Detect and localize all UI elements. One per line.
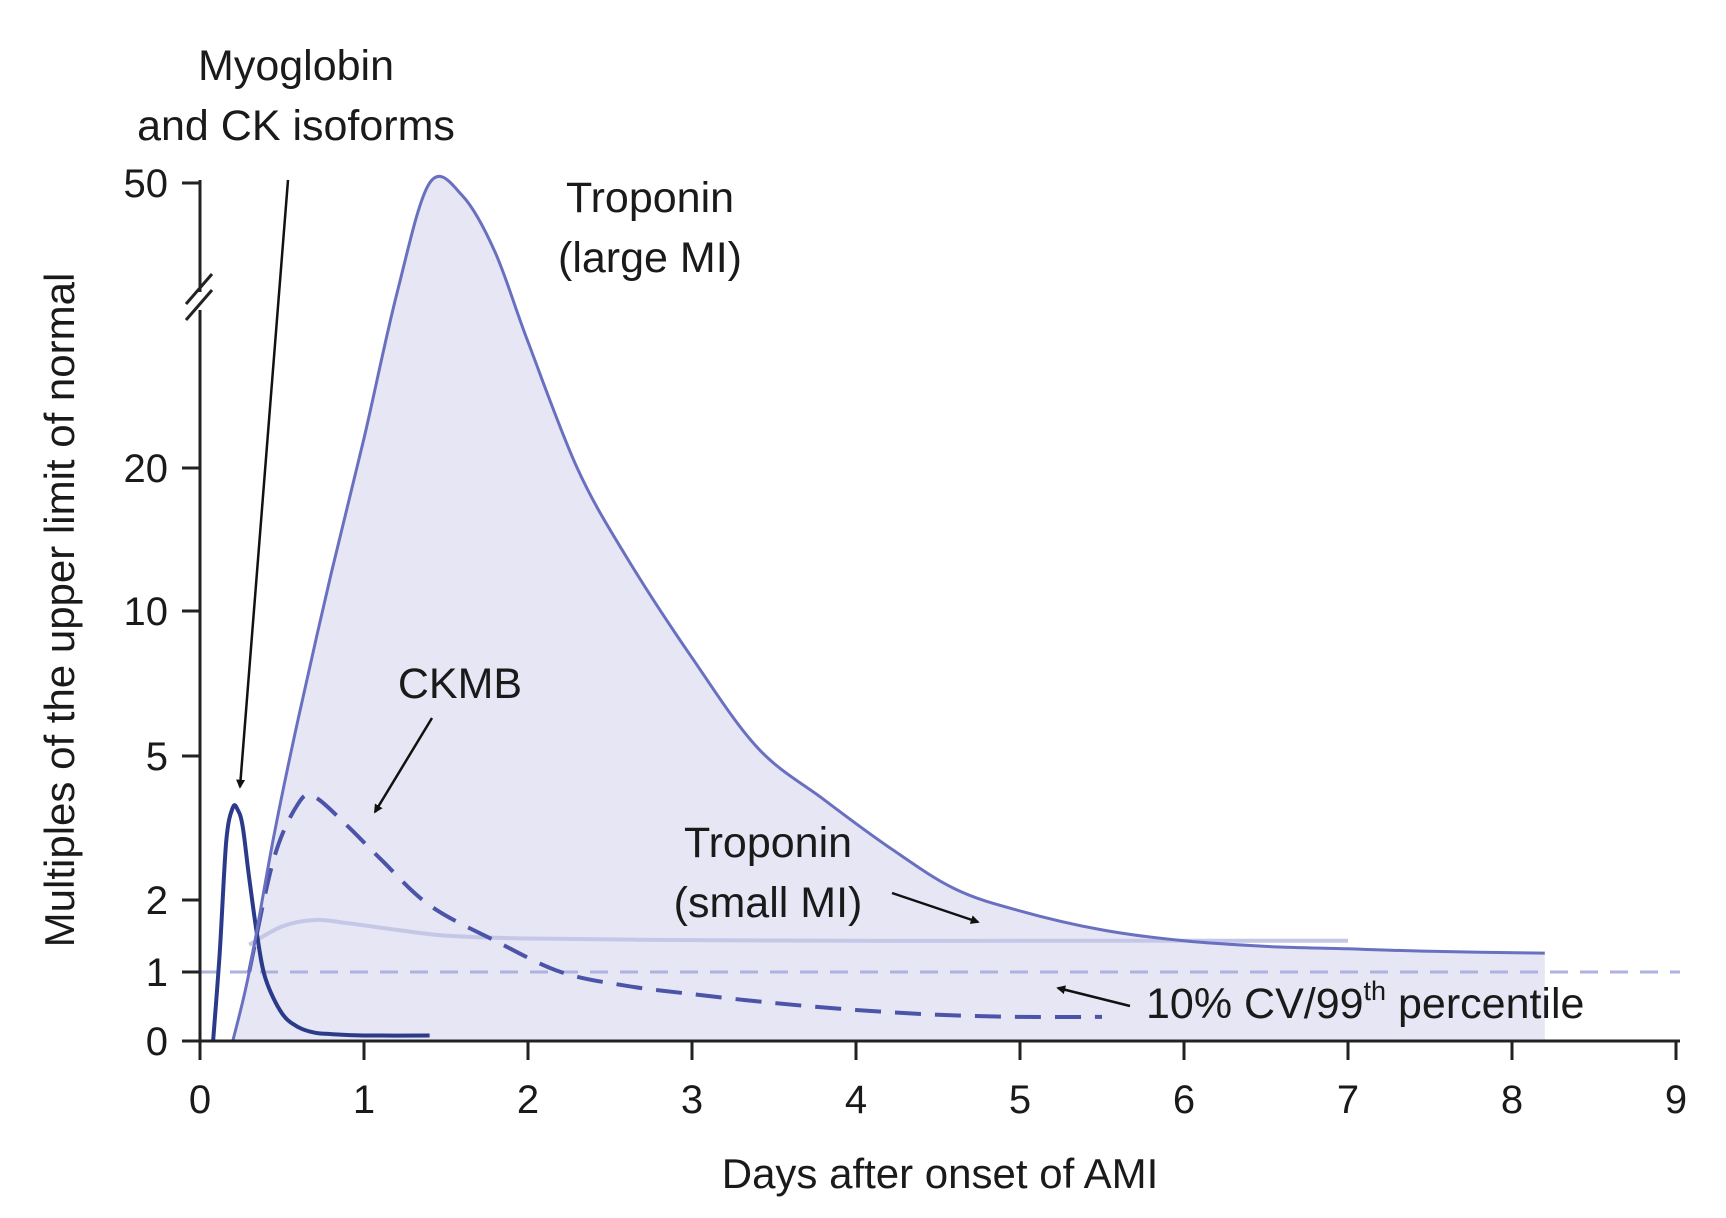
y-tick-label: 1 <box>146 951 168 995</box>
troponin-small-arrow <box>891 891 980 924</box>
troponin-large-mi-line <box>231 174 1545 1042</box>
y-tick-label: 10 <box>124 590 169 634</box>
x-tick-label: 7 <box>1337 1078 1359 1122</box>
troponin-small-label-line2: (small MI) <box>674 879 863 927</box>
reference-line-label-main: 10% CV/99 <box>1146 980 1364 1028</box>
y-tick-label: 20 <box>124 447 169 491</box>
y-ticks: 0 1 2 5 10 20 50 <box>124 162 200 1064</box>
troponin-small-mi-line <box>248 917 1348 947</box>
troponin-large-label-line2: (large MI) <box>558 234 742 282</box>
x-tick-label: 8 <box>1501 1078 1523 1122</box>
x-tick-label: 4 <box>845 1078 867 1122</box>
reference-line-label-sup: th <box>1364 976 1387 1006</box>
myoglobin-label-line1: Myoglobin <box>198 42 394 90</box>
y-tick-label: 50 <box>124 162 169 206</box>
x-tick-label: 3 <box>681 1078 703 1122</box>
myoglobin-label-line2: and CK isoforms <box>137 102 455 150</box>
ckmb-arrow <box>373 717 434 814</box>
x-tick-label: 1 <box>353 1078 375 1122</box>
x-tick-label: 9 <box>1665 1078 1687 1122</box>
x-tick-label: 6 <box>1173 1078 1195 1122</box>
reference-line-arrow <box>1056 985 1131 1008</box>
ckmb-label: CKMB <box>398 660 522 708</box>
x-tick-label: 0 <box>189 1078 211 1122</box>
x-ticks: 0 1 2 3 4 5 6 7 8 9 <box>189 1041 1687 1122</box>
ckmb-line <box>247 792 1103 1020</box>
troponin-large-fill-area <box>232 176 1545 1042</box>
axes <box>184 180 1680 1043</box>
reference-line-label-suffix: percentile <box>1386 980 1584 1028</box>
y-tick-label: 2 <box>146 879 168 923</box>
x-tick-label: 2 <box>517 1078 539 1122</box>
axis-break-mark <box>184 273 214 321</box>
x-axis-title: Days after onset of AMI <box>722 1150 1159 1197</box>
myoglobin-arrow <box>236 179 290 789</box>
x-tick-label: 5 <box>1009 1078 1031 1122</box>
y-tick-label: 5 <box>146 735 168 779</box>
troponin-small-label-line1: Troponin <box>684 819 852 867</box>
troponin-large-label-line1: Troponin <box>566 174 734 222</box>
y-axis-title: Multiples of the upper limit of normal <box>36 273 83 948</box>
y-tick-label: 0 <box>146 1020 168 1064</box>
reference-line-label: 10% CV/99th percentile <box>1146 976 1584 1028</box>
